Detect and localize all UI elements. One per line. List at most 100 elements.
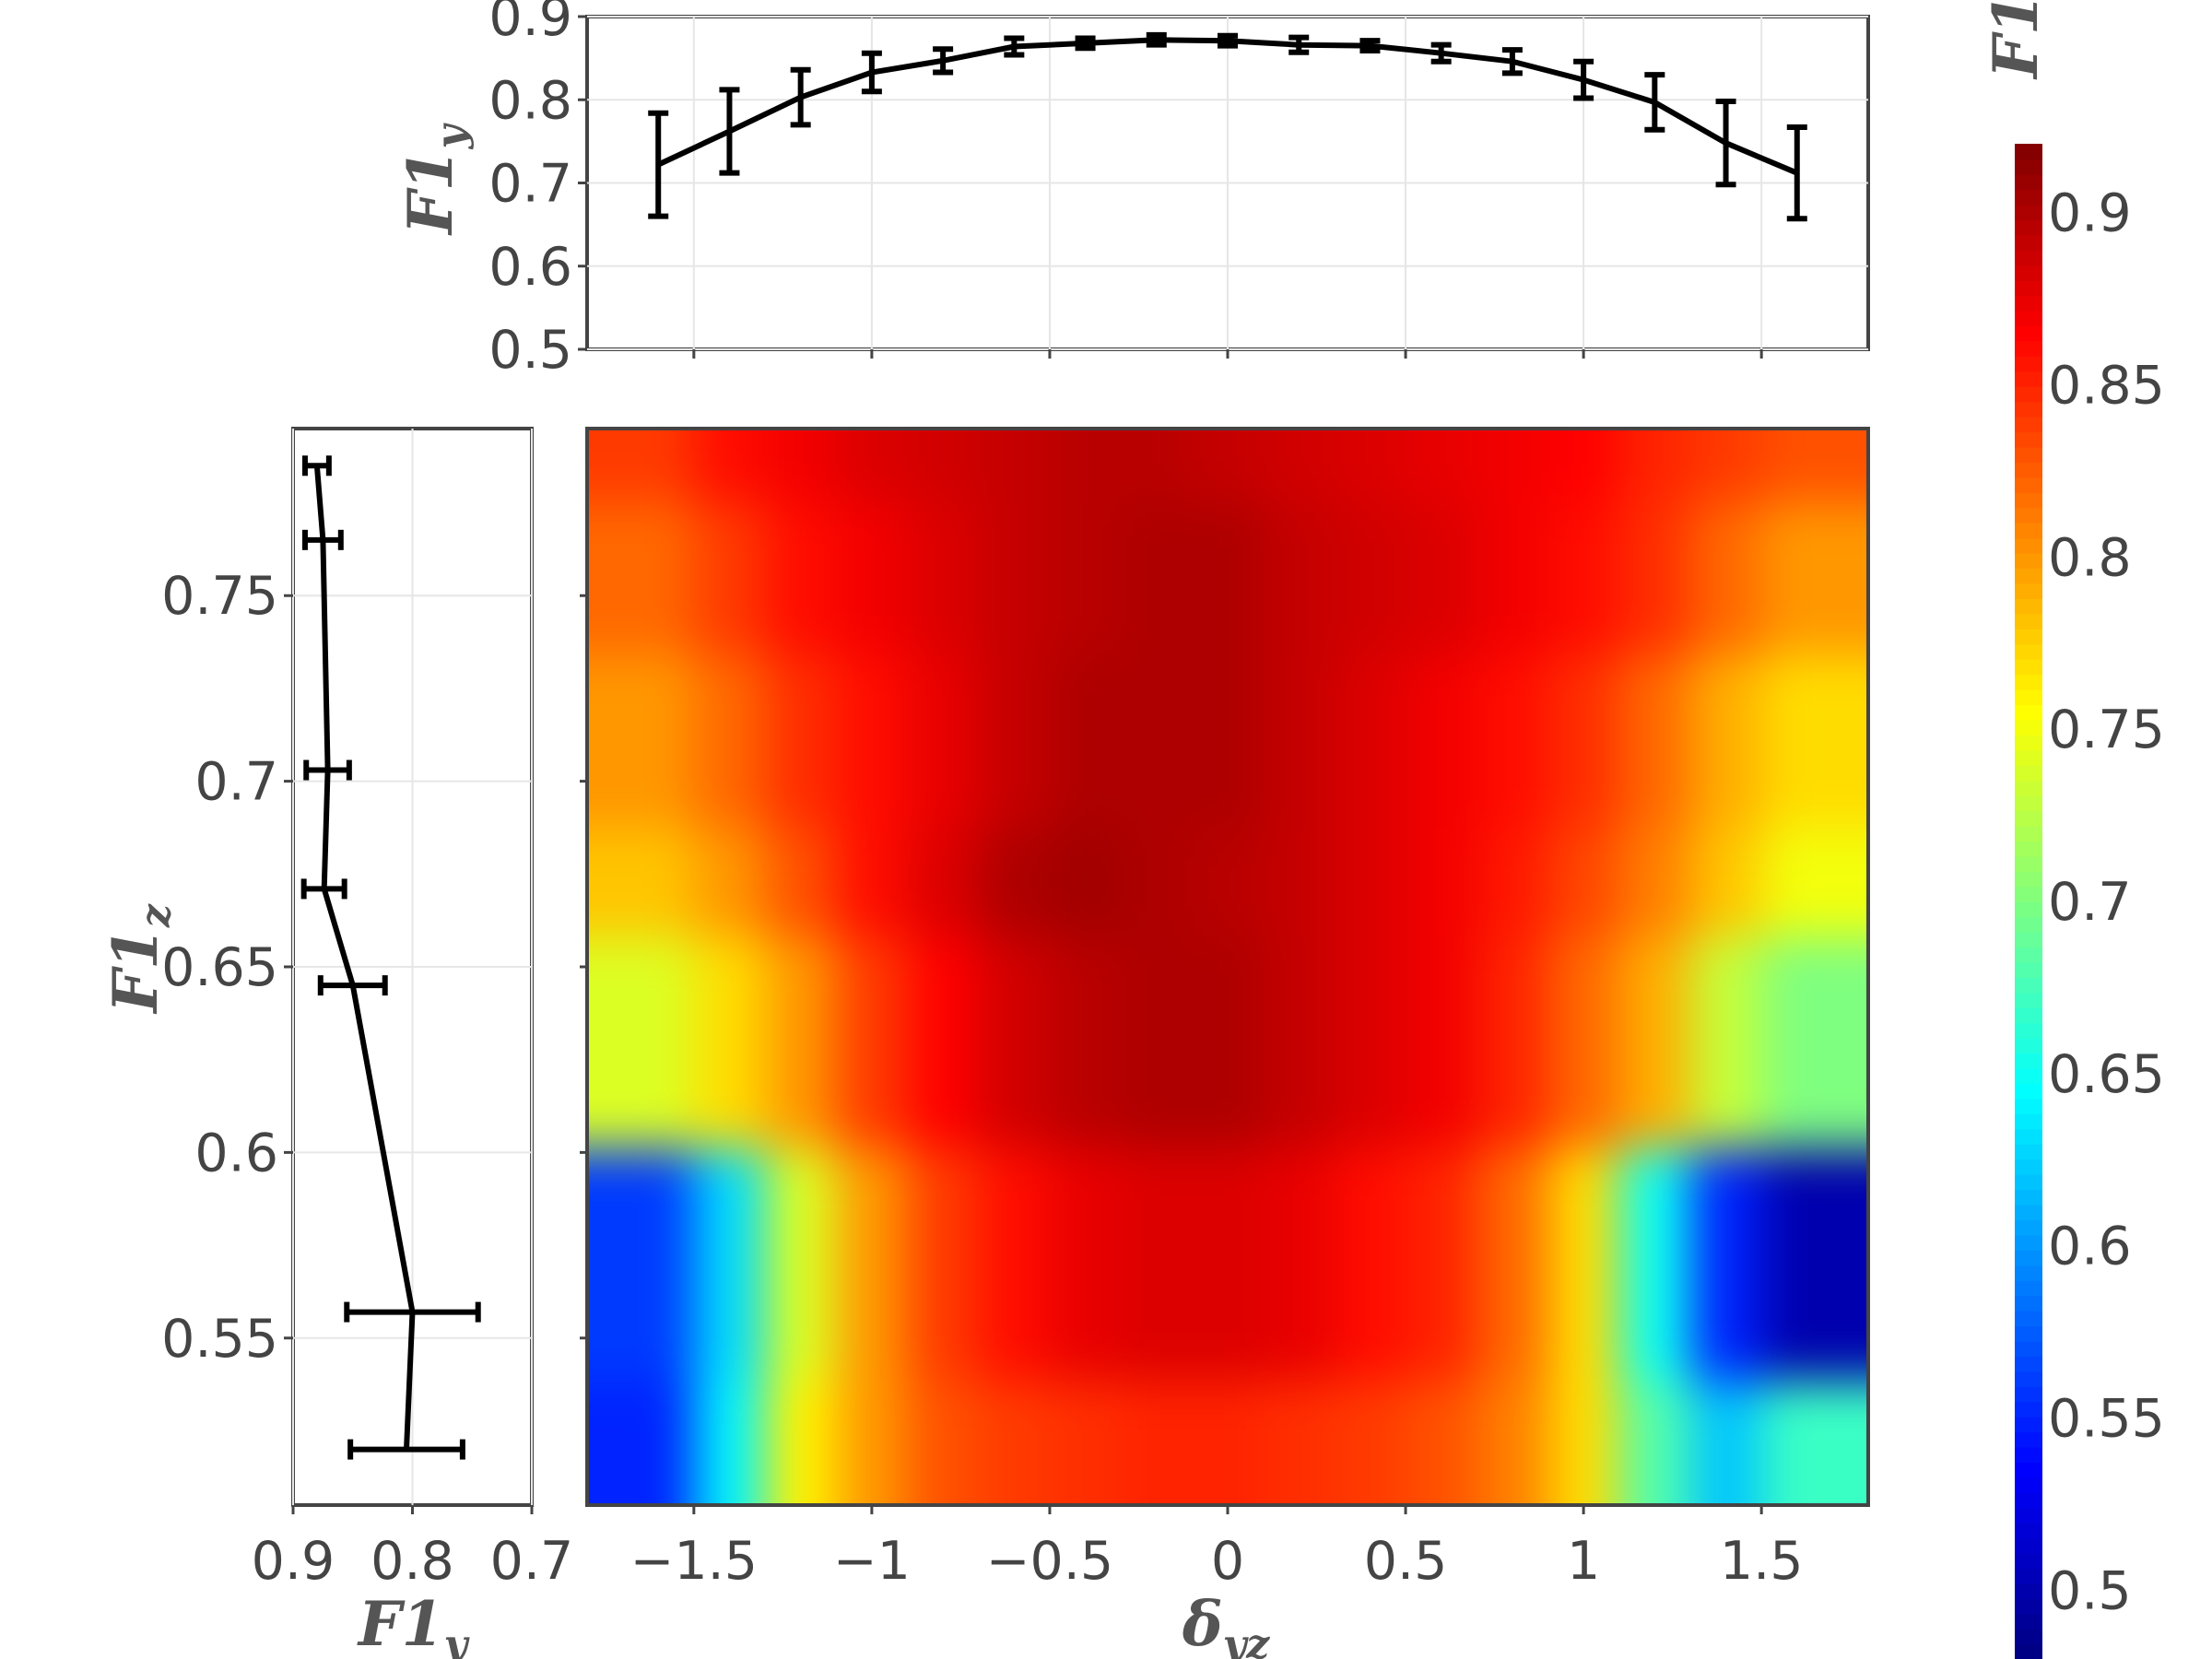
- colorbar-tick-label: 0.85: [2048, 356, 2165, 417]
- heatmap-cell: [1477, 936, 1548, 1149]
- heatmap-cell: [1761, 429, 1868, 504]
- colorbar-segment: [2015, 386, 2042, 403]
- colorbar-tick-label: 0.55: [2048, 1388, 2165, 1449]
- heatmap-cell: [587, 936, 695, 1149]
- heatmap-cell: [1406, 936, 1477, 1149]
- heatmap-cell: [587, 1148, 695, 1382]
- colorbar-segment: [2015, 159, 2042, 175]
- colorbar-segment: [2015, 1462, 2042, 1478]
- colorbar-segment: [2015, 1568, 2042, 1584]
- colorbar-segment: [2015, 1280, 2042, 1297]
- top-y-tick-label: 0.9: [488, 0, 572, 48]
- heatmap-cell: [836, 1381, 908, 1505]
- heatmap-cell: [1263, 1381, 1335, 1505]
- heatmap-cell: [1049, 1148, 1122, 1382]
- heatmap-cell: [1334, 829, 1406, 938]
- heatmap-cell: [978, 654, 1051, 830]
- heatmap-panel: −1.5 −1 −0.5 0 0.5 1 1.5 δyz: [580, 427, 1870, 1659]
- heatmap-cell: [765, 654, 837, 830]
- colorbar: 0.9 0.85 0.8 0.75 0.7 0.65 0.6 0.55 0.5 F1y: [1980, 0, 2165, 1659]
- colorbar-segment: [2015, 1250, 2042, 1266]
- heatmap-cell: [1121, 936, 1193, 1149]
- left-x-axis-label: F1y: [357, 1588, 471, 1659]
- colorbar-segment: [2015, 598, 2042, 615]
- heatmap-cell: [1334, 429, 1406, 504]
- heatmap-cell: [1192, 502, 1265, 656]
- heatmap-cell: [587, 429, 695, 504]
- heatmap-x-axis-label: δyz: [1182, 1588, 1271, 1659]
- left-y-tick-label: 0.75: [161, 566, 278, 627]
- colorbar-segment: [2015, 1537, 2042, 1554]
- colorbar-segment: [2015, 568, 2042, 584]
- colorbar-segment: [2015, 947, 2042, 963]
- heatmap-cell: [1477, 1381, 1548, 1505]
- heatmap-cell: [1618, 429, 1691, 504]
- colorbar-segment: [2015, 173, 2042, 191]
- colorbar-tick-label: 0.6: [2048, 1217, 2132, 1277]
- colorbar-segment: [2015, 1083, 2042, 1100]
- left-y-tick-label: 0.55: [161, 1309, 278, 1370]
- colorbar-segment: [2015, 310, 2042, 327]
- colorbar-segment: [2015, 961, 2042, 978]
- top-y-axis-label: F1y: [394, 122, 475, 236]
- heatmap-x-tick-label: 0: [1211, 1531, 1244, 1592]
- heatmap-cell: [1049, 1381, 1122, 1505]
- colorbar-segment: [2015, 1067, 2042, 1085]
- colorbar-segment: [2015, 462, 2042, 478]
- left-y-tick-label: 0.7: [194, 752, 278, 813]
- colorbar-segment: [2015, 1295, 2042, 1312]
- left-y-ticks: 0.55 0.6 0.65 0.7 0.75: [161, 566, 293, 1370]
- colorbar-segment: [2015, 992, 2042, 1008]
- heatmap-cell: [1547, 829, 1620, 938]
- left-x-tick-label: 0.9: [252, 1531, 335, 1592]
- colorbar-segment: [2015, 1401, 2042, 1418]
- colorbar-segment: [2015, 1234, 2042, 1251]
- colorbar-segment: [2015, 401, 2042, 418]
- heatmap-cell: [978, 1381, 1051, 1505]
- heatmap-cell: [693, 1148, 766, 1382]
- heatmap-cell: [1334, 654, 1406, 830]
- top-marginal-panel: 0.5 0.6 0.7 0.8 0.9 F1y: [394, 0, 1870, 381]
- top-y-ticks: 0.5 0.6 0.7 0.8 0.9: [488, 0, 587, 381]
- heatmap-cell: [1689, 502, 1762, 656]
- heatmap-cell: [1121, 502, 1193, 656]
- colorbar-tick-label: 0.9: [2048, 183, 2132, 244]
- heatmap-cell: [1121, 654, 1193, 830]
- colorbar-segment: [2015, 1159, 2042, 1175]
- heatmap-cell: [693, 1381, 766, 1505]
- heatmap-cell: [1121, 429, 1193, 504]
- colorbar-segment: [2015, 1098, 2042, 1114]
- colorbar-segment: [2015, 1598, 2042, 1615]
- heatmap-cell: [1192, 654, 1265, 830]
- heatmap-cell: [587, 829, 695, 938]
- colorbar-segment: [2015, 295, 2042, 312]
- heatmap-cell: [907, 1148, 980, 1382]
- left-x-tick-label: 0.7: [490, 1531, 574, 1592]
- heatmap-cell: [1618, 936, 1691, 1149]
- heatmap-cell: [765, 429, 837, 504]
- heatmap-cell: [1049, 429, 1122, 504]
- heatmap-cell: [1618, 1148, 1691, 1382]
- colorbar-segment: [2015, 719, 2042, 735]
- heatmap-cell: [1547, 1148, 1620, 1382]
- colorbar-segment: [2015, 507, 2042, 524]
- colorbar-segment: [2015, 431, 2042, 448]
- colorbar-segment: [2015, 1189, 2042, 1206]
- left-marginal-panel: 0.55 0.6 0.65 0.7 0.75 0.9 0.8 0.7 F1z F1y: [100, 427, 574, 1659]
- heatmap-cell: [1477, 429, 1548, 504]
- heatmap-cell: [907, 829, 980, 938]
- left-x-tick-label: 0.8: [371, 1531, 454, 1592]
- top-y-tick-label: 0.6: [488, 237, 572, 298]
- heatmap-cell: [1406, 502, 1477, 656]
- heatmap-cell: [693, 936, 766, 1149]
- heatmap-x-tick-label: −1: [833, 1531, 911, 1592]
- colorbar-segment: [2015, 1022, 2042, 1039]
- heatmap-cell: [1618, 829, 1691, 938]
- colorbar-segment: [2015, 794, 2042, 812]
- heatmap-cell: [1334, 1148, 1406, 1382]
- heatmap-cell: [1689, 1148, 1762, 1382]
- colorbar-segment: [2015, 446, 2042, 464]
- colorbar-segment: [2015, 735, 2042, 751]
- heatmap-cell: [1121, 1381, 1193, 1505]
- heatmap-cell: [1689, 1381, 1762, 1505]
